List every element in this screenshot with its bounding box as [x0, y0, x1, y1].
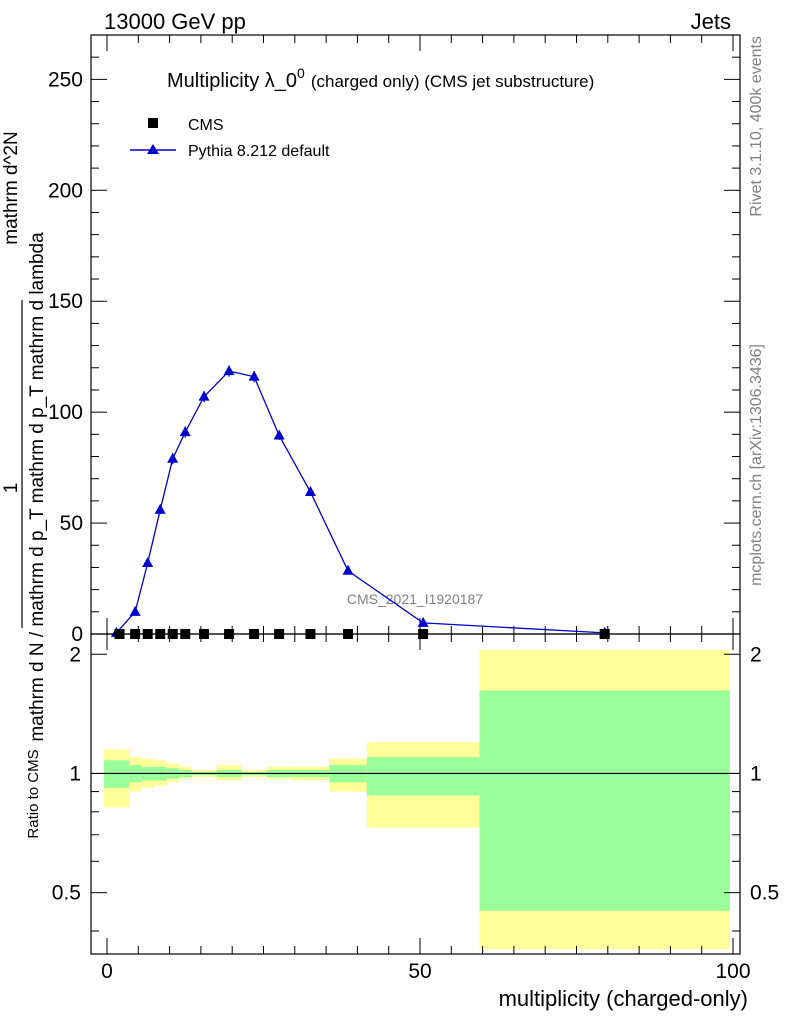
ratio-y-tick-label-right: 1: [750, 762, 762, 785]
chart-title-sup: 0: [297, 65, 305, 81]
y-label-denominator: mathrm d N / mathrm d p_T mathrm d p_T m…: [27, 232, 48, 742]
ratio-y-tick-label-left: 1: [69, 762, 81, 785]
green-band-bin: [366, 757, 480, 796]
pythia-point: [154, 503, 166, 514]
x-tick-label: 50: [408, 960, 431, 983]
ratio-axis-ticks: [91, 634, 740, 954]
x-tick-label: 0: [101, 960, 113, 983]
legend-cms-marker: [148, 118, 158, 128]
pythia-point: [179, 426, 191, 437]
chart-title: Multiplicity λ_00 (charged only) (CMS jet…: [167, 65, 594, 92]
legend-pythia-label: Pythia 8.212 default: [188, 143, 330, 160]
pythia-point: [342, 564, 354, 575]
header-left: 13000 GeV pp: [104, 9, 246, 34]
pythia-point: [129, 605, 141, 616]
pythia-point: [304, 486, 316, 497]
main-y-label: 1 mathrm d N / mathrm d p_T mathrm d p_T…: [1, 131, 48, 741]
pythia-line: [115, 370, 605, 634]
y-tick-label: 250: [48, 68, 83, 91]
x-axis-label: multiplicity (charged-only): [499, 986, 748, 1011]
legend-pythia-marker: [147, 144, 159, 154]
x-tick-labels: 0 50 100: [101, 960, 750, 983]
main-frame: [90, 34, 741, 635]
pythia-point: [198, 390, 210, 401]
ratio-bands: [103, 650, 730, 950]
y-tick-label: 50: [60, 512, 83, 535]
chart-title-main: Multiplicity λ_0: [167, 70, 297, 92]
pythia-point: [142, 557, 154, 568]
ratio-y-tick-labels: 0.5 0.5 1 1 2 2: [52, 643, 779, 904]
pythia-point: [223, 365, 235, 376]
y-label-numerator: 1: [1, 483, 22, 494]
pythia-point: [167, 452, 179, 463]
ratio-y-tick-label-left: 0.5: [52, 882, 81, 905]
y-tick-label: 150: [48, 290, 83, 313]
ratio-y-label: Ratio to CMS: [25, 749, 42, 838]
rivet-label: Rivet 3.1.10, 400k events: [748, 36, 765, 217]
mcplots-label: mcplots.cern.ch [arXiv:1306.3436]: [748, 344, 765, 586]
ratio-y-tick-label-right: 0.5: [750, 882, 779, 905]
header-right: Jets: [691, 9, 731, 34]
legend-cms-label: CMS: [188, 117, 224, 134]
watermark: CMS_2021_I1920187: [347, 591, 483, 607]
chart-title-suffix: (charged only) (CMS jet substructure): [311, 72, 594, 91]
y-label-second-numerator: mathrm d^2N: [1, 131, 22, 244]
pythia-point: [417, 616, 429, 627]
legend: CMS Pythia 8.212 default: [130, 117, 330, 160]
y-tick-label: 200: [48, 179, 83, 202]
pythia-point: [273, 429, 285, 440]
y-tick-label: 0: [71, 623, 83, 646]
green-band-bin: [479, 690, 730, 911]
pythia-point: [248, 370, 260, 381]
ratio-y-tick-label-left: 2: [69, 643, 81, 666]
ratio-panel: 0.5 0.5 1 1 2 2 0 50 100 Ratio to CMS multiplic…: [25, 633, 779, 1011]
ratio-frame: [90, 633, 741, 955]
main-y-tick-labels: 0 50 100 150 200 250: [48, 68, 83, 646]
x-tick-label: 100: [715, 960, 750, 983]
ratio-y-tick-label-right: 2: [750, 643, 762, 666]
y-tick-label: 100: [48, 401, 83, 424]
